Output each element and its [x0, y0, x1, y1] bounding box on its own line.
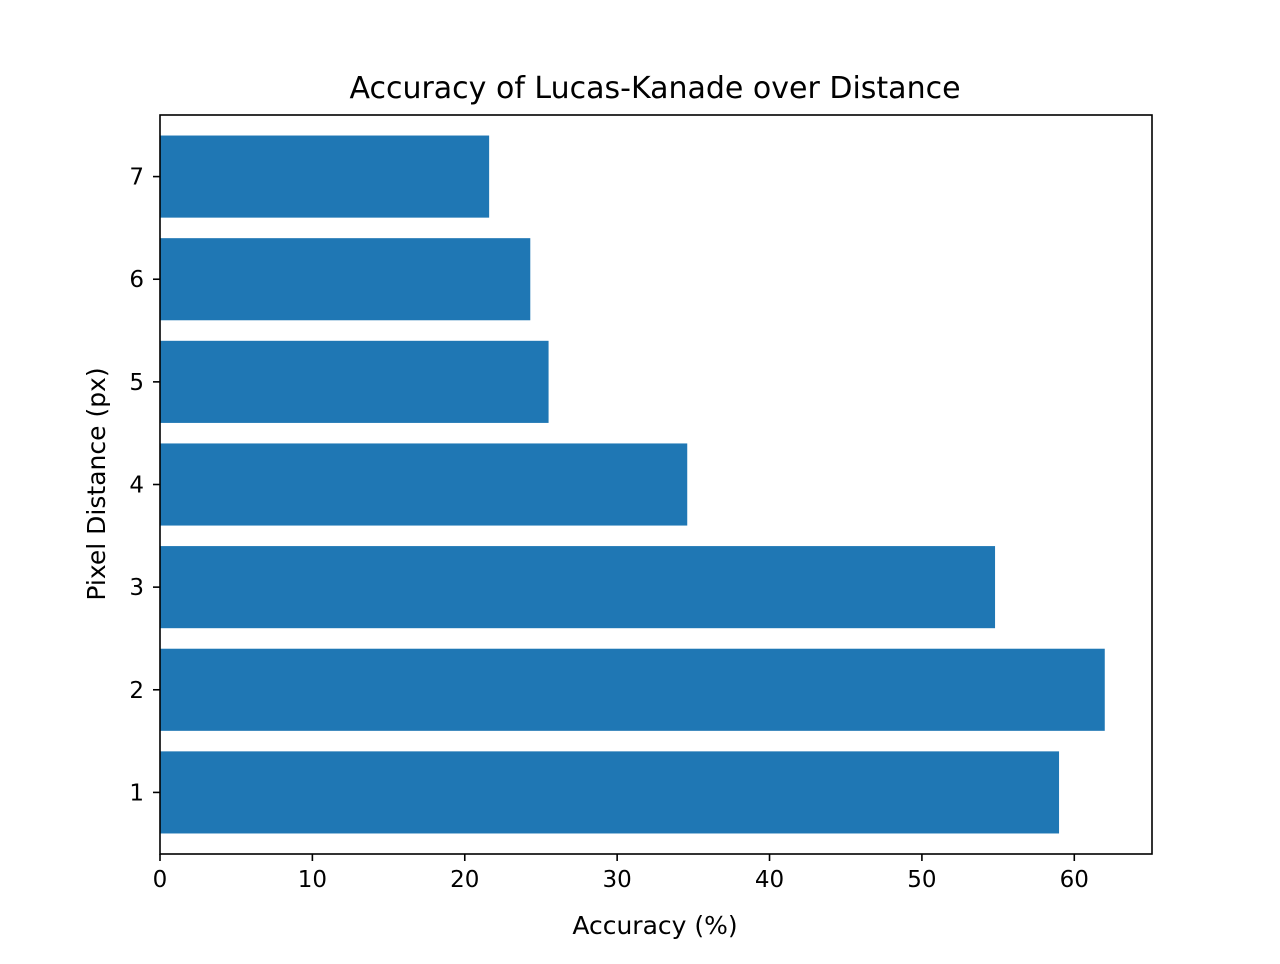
x-tick-label: 50 — [907, 867, 936, 893]
y-tick-label: 4 — [129, 473, 144, 499]
bar-2 — [160, 648, 1105, 731]
x-axis-label: Accuracy (%) — [572, 911, 737, 940]
x-tick-label: 60 — [1060, 867, 1089, 893]
x-tick-label: 30 — [603, 867, 632, 893]
bars-layer — [160, 135, 1105, 834]
y-tick-label: 1 — [129, 780, 144, 806]
bar-3 — [160, 546, 996, 629]
y-tick-label: 6 — [129, 267, 144, 293]
y-tick-label: 5 — [129, 370, 144, 396]
bar-6 — [160, 238, 531, 321]
bar-4 — [160, 443, 688, 526]
x-tick-label: 40 — [755, 867, 784, 893]
x-tick-label: 0 — [153, 867, 168, 893]
x-tick-label: 10 — [298, 867, 327, 893]
x-tick-label: 20 — [450, 867, 479, 893]
ticks-layer: 0 10 20 30 40 50 60 1 2 3 4 5 6 7 — [129, 165, 1089, 893]
bar-5 — [160, 340, 549, 423]
y-tick-label: 7 — [129, 165, 144, 191]
bar-7 — [160, 135, 490, 218]
y-tick-label: 3 — [129, 575, 144, 601]
y-axis-label: Pixel Distance (px) — [82, 367, 111, 600]
y-tick-label: 2 — [129, 678, 144, 704]
chart-title: Accuracy of Lucas-Kanade over Distance — [349, 71, 960, 106]
bar-1 — [160, 751, 1060, 834]
plot-frame — [159, 114, 1153, 855]
